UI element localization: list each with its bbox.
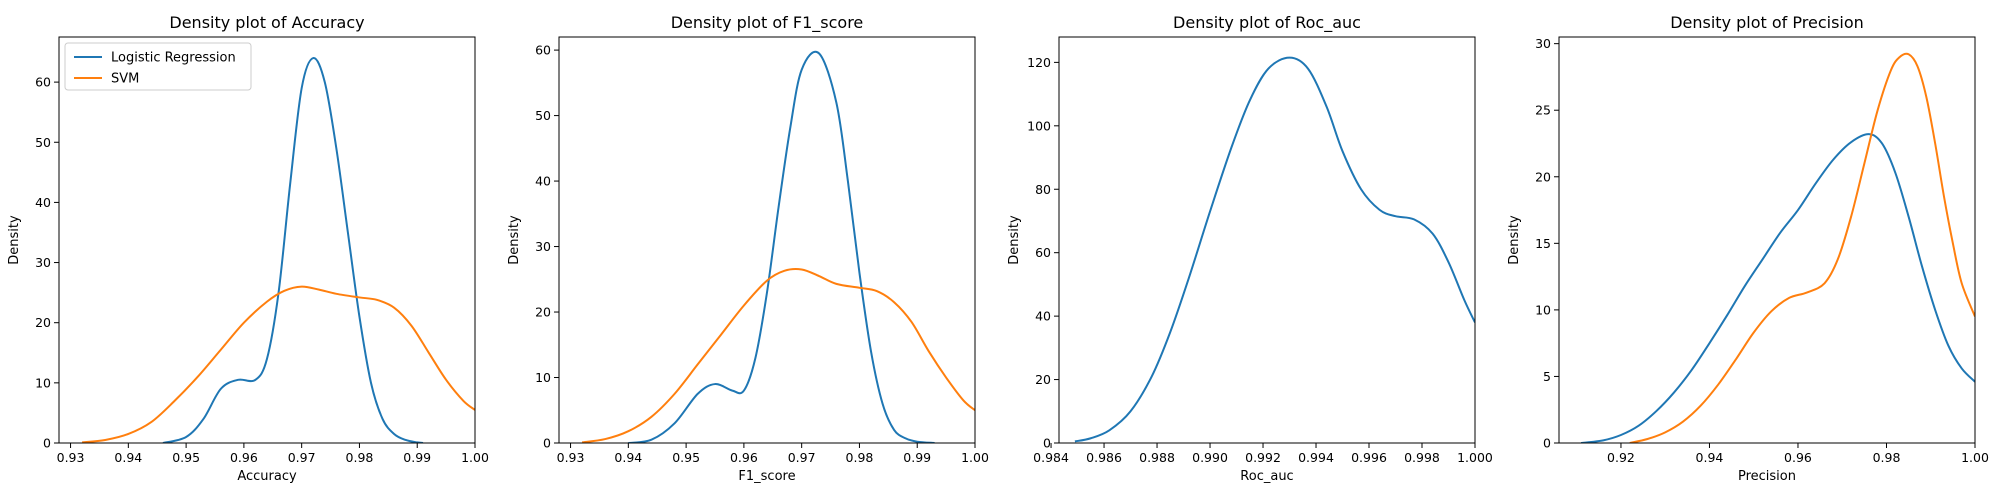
series-line-svm bbox=[82, 285, 475, 443]
y-tick-label: 20 bbox=[35, 315, 51, 330]
x-tick-label: 0.990 bbox=[1192, 450, 1228, 465]
x-tick-label: 1.000 bbox=[1457, 450, 1493, 465]
y-tick-label: 20 bbox=[535, 305, 551, 320]
axes-frame bbox=[58, 36, 476, 444]
y-tick-label: 20 bbox=[1035, 372, 1051, 387]
y-tick-label: 15 bbox=[1535, 236, 1551, 251]
x-tick-label: 0.992 bbox=[1245, 450, 1281, 465]
y-tick-label: 50 bbox=[35, 135, 51, 150]
x-tick-label: 1.00 bbox=[961, 450, 989, 465]
x-tick-label: 0.94 bbox=[114, 450, 142, 465]
x-tick-label: 0.99 bbox=[903, 450, 931, 465]
y-tick-label: 50 bbox=[535, 108, 551, 123]
x-tick-label: 0.994 bbox=[1298, 450, 1334, 465]
y-tick-label: 10 bbox=[535, 370, 551, 385]
y-tick-label: 30 bbox=[535, 239, 551, 254]
legend-label: Logistic Regression bbox=[111, 51, 236, 66]
y-tick-label: 100 bbox=[1027, 118, 1051, 133]
x-tick-label: 0.988 bbox=[1139, 450, 1175, 465]
y-tick-label: 10 bbox=[1535, 302, 1551, 317]
legend-box bbox=[64, 42, 252, 91]
y-tick-label: 60 bbox=[535, 43, 551, 58]
x-tick-label: 1.00 bbox=[461, 450, 489, 465]
y-tick-label: 10 bbox=[35, 375, 51, 390]
y-tick-label: 40 bbox=[1035, 309, 1051, 324]
y-tick-label: 0 bbox=[1043, 436, 1051, 451]
x-tick-label: 0.996 bbox=[1351, 450, 1387, 465]
series-line-logistic-regression bbox=[162, 57, 424, 443]
y-tick-label: 30 bbox=[1535, 36, 1551, 51]
y-tick-label: 25 bbox=[1535, 103, 1551, 118]
y-tick-label: 20 bbox=[1535, 169, 1551, 184]
x-tick-label: 0.998 bbox=[1404, 450, 1440, 465]
x-tick-label: 1.00 bbox=[1961, 450, 1989, 465]
x-tick-label: 0.97 bbox=[288, 450, 316, 465]
series-line-series-1 bbox=[1074, 56, 1475, 443]
x-tick-label: 0.94 bbox=[1696, 450, 1724, 465]
axes-frame bbox=[1558, 36, 1976, 444]
x-tick-label: 0.92 bbox=[1607, 450, 1635, 465]
y-tick-label: 40 bbox=[535, 174, 551, 189]
x-tick-label: 0.984 bbox=[1033, 450, 1069, 465]
legend: Logistic Regression SVM bbox=[64, 42, 252, 91]
subplot-3: 0.984 0.986 0.988 0.990 0.992 0.994 0.996 0.998… bbox=[1007, 13, 1493, 484]
x-tick-label: 0.96 bbox=[730, 450, 758, 465]
x-tick-label: 0.94 bbox=[614, 450, 642, 465]
y-tick-label: 60 bbox=[1035, 245, 1051, 260]
x-tick-label: 0.93 bbox=[557, 450, 585, 465]
y-axis-label: Density bbox=[507, 215, 522, 265]
y-tick-label: 30 bbox=[35, 255, 51, 270]
x-tick-label: 0.98 bbox=[1873, 450, 1901, 465]
y-axis-label: Density bbox=[7, 215, 22, 265]
x-tick-label: 0.97 bbox=[788, 450, 816, 465]
y-tick-label: 5 bbox=[1543, 369, 1551, 384]
subplot-4: 0.92 0.94 0.96 0.98 1.00 0 5 10 15 20 25 30 Density … bbox=[1507, 13, 1989, 484]
x-tick-label: 0.98 bbox=[346, 450, 374, 465]
series-line-svm bbox=[1629, 52, 1975, 443]
subplot-1: 0.93 0.94 0.95 0.96 0.97 0.98 0.99 1.00 0 10 20 30 4… bbox=[7, 13, 489, 484]
x-tick-label: 0.98 bbox=[846, 450, 874, 465]
y-axis-label: Density bbox=[1507, 215, 1522, 265]
y-tick-label: 40 bbox=[35, 195, 51, 210]
subplot-2: 0.93 0.94 0.95 0.96 0.97 0.98 0.99 1.00 0 10 20 30 4… bbox=[507, 13, 989, 484]
series-line-logistic-regression bbox=[1581, 133, 1975, 443]
axes-frame bbox=[558, 36, 976, 444]
x-tick-label: 0.95 bbox=[172, 450, 200, 465]
chart-title: Density plot of Accuracy bbox=[169, 13, 364, 32]
chart-title: Density plot of F1_score bbox=[671, 13, 864, 33]
x-axis-label: Precision bbox=[1738, 469, 1796, 484]
y-axis-label: Density bbox=[1007, 215, 1022, 265]
x-tick-label: 0.96 bbox=[1784, 450, 1812, 465]
chart-title: Density plot of Precision bbox=[1670, 13, 1864, 32]
y-tick-label: 120 bbox=[1027, 55, 1051, 70]
x-axis-label: Accuracy bbox=[237, 469, 297, 484]
x-axis-label: Roc_auc bbox=[1240, 469, 1293, 484]
series-line-svm bbox=[581, 268, 975, 443]
legend-label: SVM bbox=[111, 72, 139, 87]
x-tick-label: 0.96 bbox=[230, 450, 258, 465]
series-line-logistic-regression bbox=[628, 50, 935, 443]
chart-title: Density plot of Roc_auc bbox=[1173, 13, 1361, 33]
x-tick-label: 0.986 bbox=[1086, 450, 1122, 465]
y-tick-label: 80 bbox=[1035, 182, 1051, 197]
x-tick-label: 0.95 bbox=[672, 450, 700, 465]
y-tick-label: 0 bbox=[43, 436, 51, 451]
y-tick-label: 0 bbox=[1543, 436, 1551, 451]
axes-frame bbox=[1058, 36, 1476, 444]
y-tick-label: 0 bbox=[543, 436, 551, 451]
x-tick-label: 0.99 bbox=[403, 450, 431, 465]
x-tick-label: 0.93 bbox=[57, 450, 85, 465]
x-axis-label: F1_score bbox=[738, 469, 795, 484]
y-tick-label: 60 bbox=[35, 75, 51, 90]
